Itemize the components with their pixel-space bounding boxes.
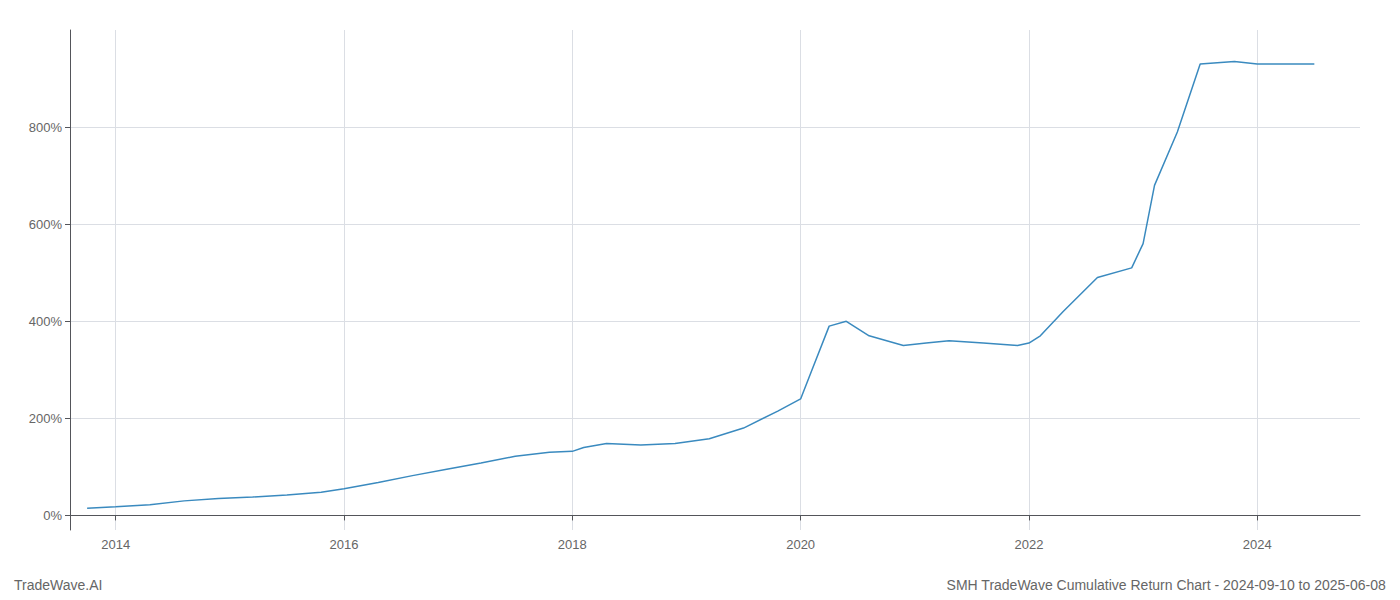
svg-text:2022: 2022 <box>1014 537 1043 552</box>
svg-text:200%: 200% <box>29 411 63 426</box>
svg-text:0%: 0% <box>43 508 62 523</box>
svg-text:2024: 2024 <box>1243 537 1272 552</box>
svg-text:2020: 2020 <box>786 537 815 552</box>
svg-text:TradeWave.AI: TradeWave.AI <box>14 577 102 593</box>
svg-text:600%: 600% <box>29 217 63 232</box>
svg-text:2018: 2018 <box>558 537 587 552</box>
svg-text:400%: 400% <box>29 314 63 329</box>
svg-text:800%: 800% <box>29 120 63 135</box>
svg-text:2016: 2016 <box>330 537 359 552</box>
svg-text:SMH TradeWave Cumulative Retur: SMH TradeWave Cumulative Return Chart - … <box>947 577 1386 593</box>
svg-text:2014: 2014 <box>101 537 130 552</box>
